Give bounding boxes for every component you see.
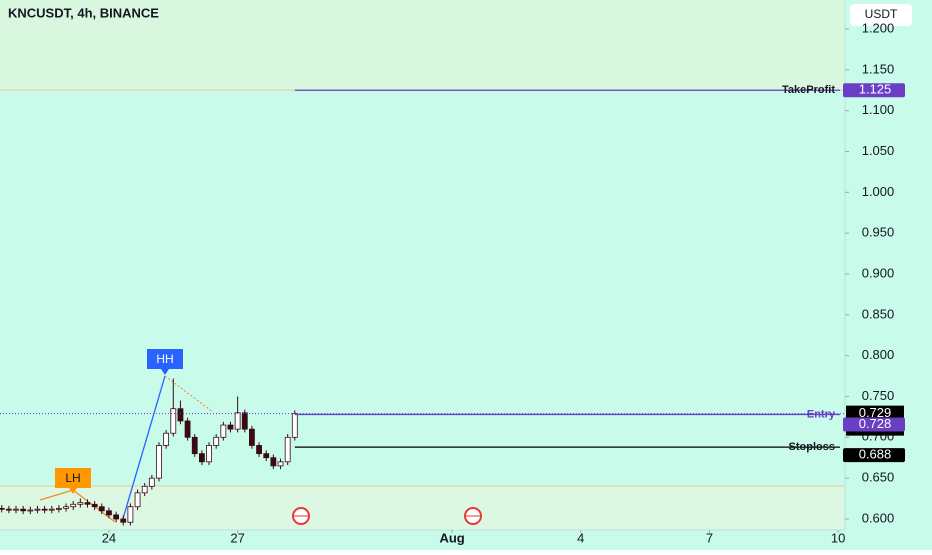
y-tick-label: 0.600 bbox=[862, 510, 895, 525]
candle-body bbox=[27, 509, 34, 512]
level-box bbox=[843, 417, 905, 432]
level-value: 0.688 bbox=[859, 447, 892, 462]
level-name: Entry bbox=[807, 408, 836, 420]
candle-body bbox=[234, 412, 241, 430]
candle-body bbox=[13, 508, 19, 511]
currency-button[interactable] bbox=[850, 4, 912, 26]
candle-body bbox=[170, 408, 177, 434]
candle-body bbox=[134, 492, 141, 508]
last-price-label: 0.729 bbox=[859, 405, 892, 420]
annotation-label: HH bbox=[156, 352, 173, 366]
candle-body bbox=[84, 502, 91, 505]
candle-body bbox=[191, 436, 198, 455]
y-tick-label: 0.850 bbox=[862, 306, 895, 321]
candle-body bbox=[284, 436, 291, 463]
y-tick-label: 0.900 bbox=[862, 265, 895, 280]
candle-body bbox=[127, 506, 134, 523]
candle-body bbox=[249, 428, 255, 446]
currency-label[interactable]: USDT bbox=[865, 7, 898, 21]
candle-body bbox=[98, 506, 105, 512]
x-tick-label: 24 bbox=[102, 530, 116, 545]
candle-body bbox=[220, 424, 227, 438]
candle-body bbox=[184, 420, 191, 438]
candle-body bbox=[256, 445, 262, 455]
x-tick-label: Aug bbox=[439, 530, 464, 545]
candle-body bbox=[106, 510, 112, 516]
candle-body bbox=[0, 507, 5, 510]
candle-body bbox=[213, 436, 220, 446]
loss-zone bbox=[0, 486, 845, 530]
candle-body bbox=[55, 507, 62, 510]
candle-body bbox=[77, 502, 84, 505]
event-icon bbox=[464, 507, 482, 525]
candle-body bbox=[141, 485, 148, 494]
y-tick-label: 1.150 bbox=[862, 61, 895, 76]
level-value: 1.125 bbox=[859, 82, 892, 97]
y-tick-label: 0.950 bbox=[862, 225, 895, 240]
candle-body bbox=[48, 508, 55, 511]
y-tick-label: 0.650 bbox=[862, 470, 895, 485]
x-tick-label: 7 bbox=[706, 530, 713, 545]
y-tick-label: 1.000 bbox=[862, 184, 895, 199]
y-tick-label: 1.100 bbox=[862, 102, 895, 117]
candle-body bbox=[20, 508, 27, 512]
level-box bbox=[843, 83, 905, 98]
zigzag-line bbox=[121, 375, 166, 523]
level-box bbox=[843, 448, 905, 463]
candle-body bbox=[34, 508, 41, 511]
candle-body bbox=[291, 413, 298, 438]
y-tick-label: 0.800 bbox=[862, 347, 895, 362]
y-tick-label: 0.750 bbox=[862, 388, 895, 403]
candle-body bbox=[177, 408, 184, 422]
candle-body bbox=[206, 445, 212, 463]
level-value: 0.728 bbox=[859, 416, 892, 431]
candle-body bbox=[148, 477, 155, 487]
candle-body bbox=[156, 445, 162, 479]
candle-body bbox=[270, 457, 277, 467]
candle-body bbox=[241, 412, 248, 430]
candle-body bbox=[70, 503, 77, 508]
candle-body bbox=[198, 453, 205, 463]
annotation-label: LH bbox=[65, 471, 80, 485]
candle-body bbox=[263, 453, 270, 459]
annotation-badge bbox=[55, 468, 91, 494]
candle-body bbox=[277, 461, 284, 467]
candle-body bbox=[120, 518, 127, 523]
candle-body bbox=[41, 508, 48, 511]
y-tick-label: 1.050 bbox=[862, 143, 895, 158]
candle-body bbox=[5, 508, 12, 511]
candle-body bbox=[91, 503, 98, 508]
y-tick-label: 1.200 bbox=[862, 20, 895, 35]
candle-body bbox=[163, 432, 170, 446]
profit-zone bbox=[0, 0, 845, 90]
candle-body bbox=[63, 506, 69, 509]
level-name: TakeProfit bbox=[782, 84, 835, 96]
x-tick-label: 10 bbox=[831, 530, 845, 545]
annotation-badge bbox=[147, 349, 183, 375]
chart-title: KNCUSDT, 4h, BINANCE bbox=[8, 5, 159, 20]
candle-body bbox=[227, 424, 234, 430]
event-icon bbox=[292, 507, 310, 525]
x-tick-label: 4 bbox=[577, 530, 584, 545]
x-tick-label: 27 bbox=[230, 530, 244, 545]
candle-body bbox=[113, 514, 120, 520]
level-name: Stoploss bbox=[789, 441, 835, 453]
